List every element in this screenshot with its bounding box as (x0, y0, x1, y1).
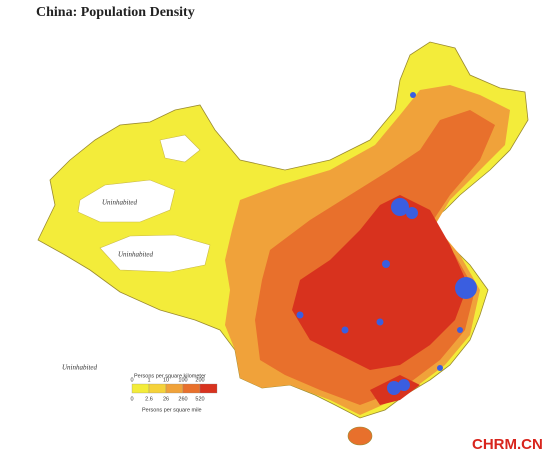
legend-value: 0 (130, 377, 133, 383)
density-zone-very-high (292, 195, 468, 370)
city-dot (437, 365, 443, 371)
legend-swatch (148, 383, 167, 394)
legend-swatch (131, 383, 150, 394)
uninhabited-area (77, 179, 176, 223)
legend-swatch (199, 383, 218, 394)
legend-swatch (182, 383, 201, 394)
legend-value: 260 (178, 396, 187, 402)
city-dot (391, 198, 409, 216)
area-label: Uninhabited (62, 364, 97, 372)
city-dot (398, 379, 410, 391)
legend-value: 2.6 (145, 396, 153, 402)
watermark: CHRM.CN (472, 436, 543, 453)
legend-value: 100 (178, 377, 187, 383)
city-dot (387, 381, 401, 395)
city-dot (406, 207, 418, 219)
city-dot (341, 326, 349, 334)
legend-value: 520 (195, 396, 204, 402)
uninhabited-area (159, 134, 201, 163)
city-dot (376, 318, 384, 326)
uninhabited-area (99, 234, 211, 273)
city-dot (382, 260, 390, 268)
legend-value: 1 (147, 377, 150, 383)
cities (296, 92, 477, 395)
legend: Persons per square kilometer Persons per… (130, 373, 218, 413)
map-title: China: Population Density (36, 5, 195, 20)
legend-value: 200 (195, 377, 204, 383)
legend-title: Persons per square kilometer (134, 373, 206, 379)
area-label: Uninhabited (118, 251, 153, 259)
legend-title: Persons per square mile (142, 407, 202, 413)
city-dot (410, 92, 416, 98)
legend-value: 10 (163, 377, 169, 383)
legend-swatch (165, 383, 184, 394)
city-dot (296, 311, 304, 319)
area-label: Uninhabited (102, 199, 137, 207)
city-dot (457, 327, 463, 333)
island (347, 426, 373, 446)
legend-value: 26 (163, 396, 169, 402)
legend-value: 0 (130, 396, 133, 402)
city-dot (455, 277, 477, 299)
